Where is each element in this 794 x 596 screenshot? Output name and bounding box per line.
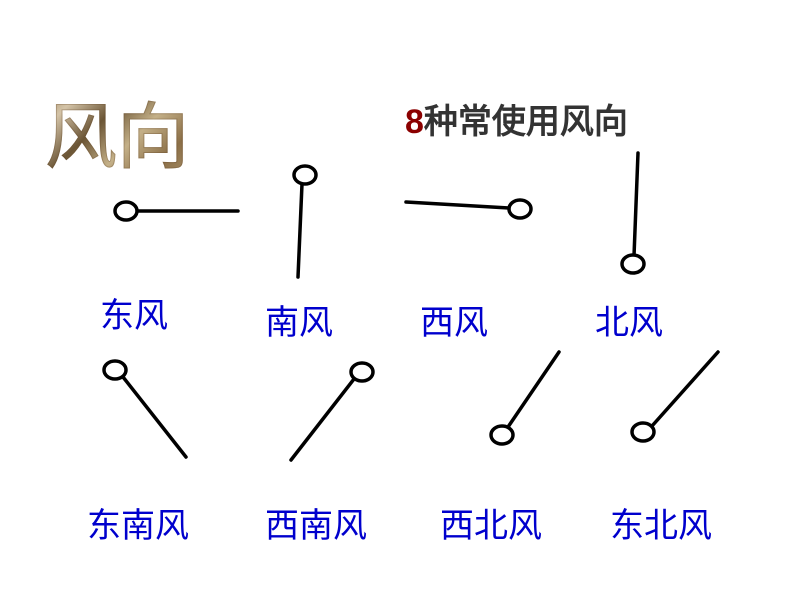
wind-symbol-northeast [0,0,794,596]
